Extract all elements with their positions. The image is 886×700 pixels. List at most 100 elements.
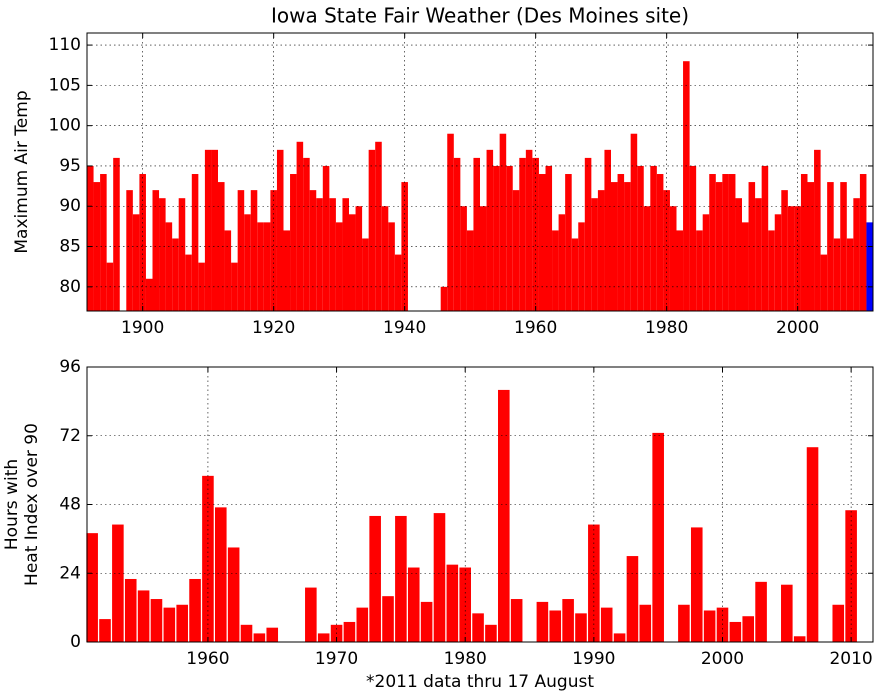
bar — [853, 198, 860, 311]
bar — [240, 624, 253, 642]
bar — [512, 190, 520, 311]
bar — [388, 222, 395, 311]
bar — [86, 533, 98, 642]
bar — [506, 165, 513, 311]
x-tick-label: 1940 — [383, 318, 426, 338]
bar — [214, 507, 227, 642]
bar — [382, 596, 394, 642]
bar — [519, 157, 526, 311]
y-tick-label: 80 — [59, 277, 81, 297]
bar — [538, 174, 546, 311]
y-tick-label: 24 — [59, 563, 81, 583]
bar — [198, 262, 205, 311]
bar — [774, 214, 782, 311]
bar — [498, 389, 510, 642]
bar — [296, 141, 304, 311]
y-tick-label: 110 — [49, 35, 81, 55]
bar — [650, 165, 657, 311]
bar — [689, 165, 697, 311]
bar — [562, 599, 574, 642]
bar — [755, 198, 762, 311]
bar — [755, 581, 767, 642]
x-tick-label: 2000 — [776, 318, 819, 338]
bar — [472, 613, 484, 642]
bar — [690, 527, 703, 642]
bar — [189, 578, 201, 642]
x-tick-label: 1960 — [186, 649, 229, 669]
bar — [250, 190, 258, 311]
bar — [781, 190, 788, 311]
bar — [343, 621, 356, 642]
bar — [584, 157, 592, 311]
bar — [303, 157, 310, 311]
bar — [499, 133, 507, 311]
bar — [768, 230, 775, 311]
bar — [800, 174, 808, 311]
bar — [420, 601, 433, 642]
bar — [558, 214, 566, 311]
bar — [150, 599, 163, 642]
y-tick-label: 48 — [59, 495, 81, 515]
bar — [703, 610, 716, 642]
bar — [678, 604, 690, 642]
bar — [709, 174, 716, 311]
bar — [375, 141, 382, 311]
bar — [735, 198, 742, 311]
bar — [536, 601, 549, 642]
bar — [578, 222, 585, 311]
bar — [369, 515, 381, 642]
x-tick-label: 1970 — [315, 649, 358, 669]
bar — [100, 174, 107, 311]
bar — [637, 165, 644, 311]
bar — [722, 174, 729, 311]
bar — [163, 607, 176, 642]
bar — [814, 149, 821, 311]
y-tick-label: 100 — [49, 116, 81, 136]
bar — [639, 604, 652, 642]
bar — [453, 157, 461, 311]
bar — [329, 198, 336, 311]
y-tick-label: 72 — [59, 426, 81, 446]
bar — [356, 607, 369, 642]
plot-frame — [86, 32, 874, 312]
bar — [696, 230, 703, 311]
bar — [132, 214, 140, 311]
bar — [191, 174, 199, 311]
chart-title: Iowa State Fair Weather (Des Moines site… — [271, 4, 689, 28]
bar — [447, 133, 454, 311]
bar — [549, 610, 562, 642]
bar — [459, 567, 471, 642]
bar — [806, 447, 819, 642]
bar — [407, 567, 420, 642]
bar — [231, 262, 238, 311]
x-axis-label: *2011 data thru 17 August — [366, 672, 594, 692]
bar — [485, 624, 497, 642]
bar — [656, 174, 664, 311]
bar — [211, 149, 218, 311]
bar — [185, 254, 192, 311]
bar — [676, 230, 684, 311]
bar — [433, 513, 446, 642]
bar — [172, 238, 179, 311]
bar — [446, 564, 459, 642]
bar — [748, 182, 756, 311]
bar — [597, 190, 605, 311]
x-tick-label: 1960 — [514, 318, 557, 338]
y-tick-label: 95 — [59, 156, 81, 176]
bar — [362, 238, 369, 311]
bar — [473, 157, 480, 311]
bar — [846, 238, 854, 311]
bar — [266, 627, 279, 642]
x-tick-label: 1900 — [121, 318, 164, 338]
bar — [626, 556, 639, 642]
bar — [276, 149, 284, 311]
bar — [552, 230, 559, 311]
bar — [309, 190, 317, 311]
bar — [263, 222, 271, 311]
bar — [466, 230, 474, 311]
bar — [630, 133, 638, 311]
bar — [178, 198, 186, 311]
bar — [112, 524, 124, 642]
bar — [440, 286, 448, 311]
bar — [832, 604, 845, 642]
